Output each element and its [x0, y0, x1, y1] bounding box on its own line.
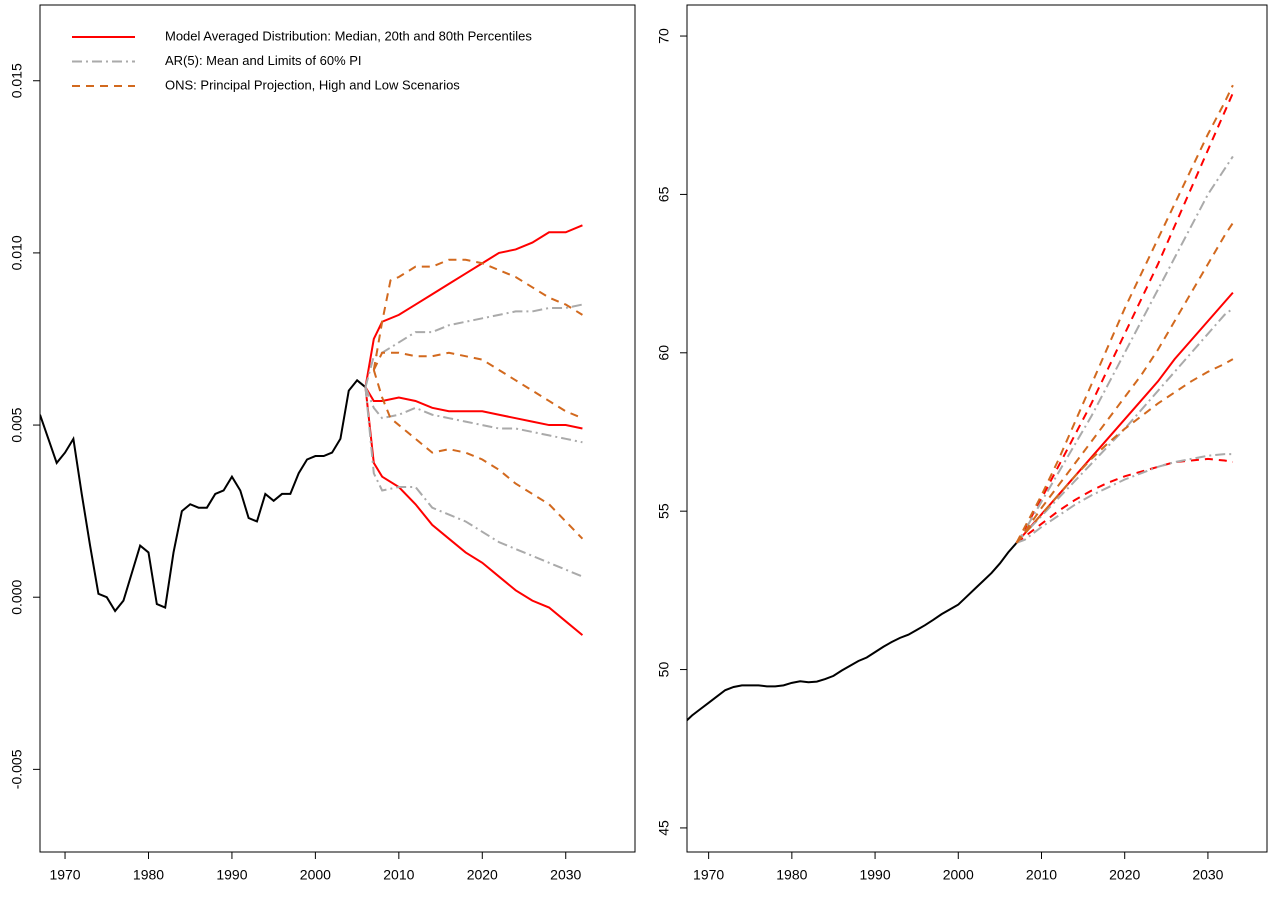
series-line [1015, 92, 1234, 544]
y-tick-label: 60 [656, 345, 672, 361]
series-line [364, 387, 583, 578]
x-tick-label: 1990 [216, 867, 247, 883]
panel: 1970 1980 1990 2000 2010 2020 2030 -0.005 0.000 0… [9, 4, 636, 883]
legend: Model Averaged Distribution: Median, 20t… [72, 28, 532, 92]
x-tick-label: 2000 [943, 867, 974, 883]
y-tick-label: 0.000 [9, 579, 25, 614]
series-line [372, 258, 583, 371]
y-tick-label: 55 [656, 503, 672, 519]
series-line [1015, 222, 1234, 544]
series-line [1015, 307, 1234, 544]
plot-frame [39, 4, 636, 853]
series-line [1016, 453, 1233, 544]
x-tick-label: 1990 [859, 867, 890, 883]
x-tick-label: 2010 [383, 867, 414, 883]
plot-lines [40, 224, 584, 636]
x-tick-label: 2030 [1192, 867, 1223, 883]
plot-lines [687, 84, 1234, 722]
legend-label: AR(5): Mean and Limits of 60% PI [165, 53, 362, 68]
series-line [1015, 457, 1234, 544]
y-tick-label: 65 [656, 186, 672, 202]
series-line [364, 224, 583, 388]
x-tick-label: 1980 [776, 867, 807, 883]
series-line [364, 387, 584, 636]
series-line [1015, 155, 1234, 544]
series-line [372, 369, 584, 540]
series-line [364, 386, 583, 430]
x-tick-label: 2020 [467, 867, 498, 883]
y-tick-label: 0.005 [9, 407, 25, 442]
y-tick-label: 0.010 [9, 235, 25, 270]
series-line [687, 542, 1018, 722]
legend-label: Model Averaged Distribution: Median, 20t… [165, 28, 532, 43]
panel: 1970 1980 1990 2000 2010 2020 2030 45 50 55 60 65 70 [656, 4, 1268, 883]
series-line [1015, 358, 1234, 544]
y-tick-label: 45 [656, 820, 672, 836]
x-tick-label: 2030 [550, 867, 581, 883]
legend-label: ONS: Principal Projection, High and Low … [165, 77, 460, 92]
series-line [40, 378, 367, 613]
y-tick-label: 70 [656, 28, 672, 44]
series-line [364, 303, 583, 388]
x-tick-label: 1970 [49, 867, 80, 883]
series-line [372, 351, 583, 420]
plot-frame [686, 4, 1268, 853]
x-tick-label: 2020 [1109, 867, 1140, 883]
x-tick-label: 1970 [693, 867, 724, 883]
y-tick-label: -0.005 [9, 749, 25, 789]
y-tick-label: 0.015 [9, 63, 25, 98]
series-line [364, 386, 583, 444]
x-tick-label: 1980 [133, 867, 164, 883]
y-tick-label: 50 [656, 662, 672, 678]
series-line [1015, 84, 1234, 544]
x-tick-label: 2010 [1026, 867, 1057, 883]
x-tick-label: 2000 [300, 867, 331, 883]
